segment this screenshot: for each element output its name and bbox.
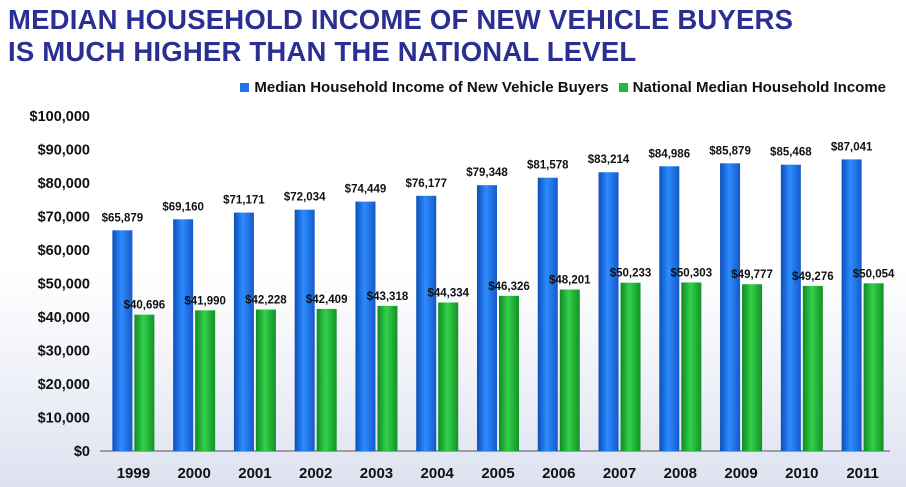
y-tick-label: $10,000 xyxy=(38,411,90,427)
bar-new-vehicle-buyers xyxy=(780,164,801,452)
axes: $0 $10,000 $20,000 $30,000 $40,000 $50,000 $60… xyxy=(30,109,890,482)
data-label-new-vehicle-buyers: $72,034 xyxy=(284,192,326,204)
data-label-national-median: $42,409 xyxy=(306,294,348,306)
bar-new-vehicle-buyers xyxy=(841,159,862,451)
bar-national-median xyxy=(559,289,580,451)
y-tick-label: $60,000 xyxy=(38,243,90,259)
data-label-national-median: $50,054 xyxy=(853,268,895,280)
data-label-new-vehicle-buyers: $71,171 xyxy=(223,195,265,207)
bar-national-median xyxy=(499,295,519,451)
x-tick-label: 2005 xyxy=(481,465,514,482)
x-tick-label: 2011 xyxy=(846,465,879,482)
bar-national-median xyxy=(802,285,823,451)
x-tick-label: 2009 xyxy=(724,465,757,482)
y-tick-label: $80,000 xyxy=(38,176,90,192)
y-tick-label: $90,000 xyxy=(38,143,90,159)
y-tick-label: $0 xyxy=(74,444,90,460)
chart-title: MEDIAN HOUSEHOLD INCOME OF NEW VEHICLE B… xyxy=(8,4,793,68)
x-tick-label: 2002 xyxy=(299,465,332,482)
data-label-national-median: $49,777 xyxy=(731,269,773,281)
bar-new-vehicle-buyers xyxy=(355,201,376,451)
data-label-national-median: $50,233 xyxy=(610,268,652,280)
bar-national-median xyxy=(316,308,337,451)
legend-item-national: National Median Household Income xyxy=(618,79,886,96)
bar-new-vehicle-buyers xyxy=(173,219,194,451)
data-label-new-vehicle-buyers: $84,986 xyxy=(649,148,691,160)
x-tick-label: 2001 xyxy=(238,465,271,482)
data-label-new-vehicle-buyers: $87,041 xyxy=(831,141,873,153)
bar-new-vehicle-buyers xyxy=(720,163,741,451)
bar-new-vehicle-buyers xyxy=(477,185,497,451)
x-tick-label: 2007 xyxy=(603,465,636,482)
bar-national-median xyxy=(742,284,763,451)
title-line-1: MEDIAN HOUSEHOLD INCOME OF NEW VEHICLE B… xyxy=(8,4,794,35)
title-line-2: IS MUCH HIGHER THAN THE NATIONAL LEVEL xyxy=(8,36,637,67)
bar-new-vehicle-buyers xyxy=(659,166,680,451)
data-label-new-vehicle-buyers: $79,348 xyxy=(466,167,508,179)
x-tick-label: 2004 xyxy=(421,465,455,482)
bars xyxy=(112,159,884,452)
bar-national-median xyxy=(438,302,459,451)
data-label-national-median: $46,326 xyxy=(488,281,530,293)
bar-new-vehicle-buyers xyxy=(233,212,254,451)
data-label-new-vehicle-buyers: $69,160 xyxy=(162,201,204,213)
y-tick-label: $100,000 xyxy=(30,109,90,125)
data-label-new-vehicle-buyers: $65,879 xyxy=(102,212,144,224)
data-label-new-vehicle-buyers: $76,177 xyxy=(405,178,447,190)
data-label-new-vehicle-buyers: $85,879 xyxy=(709,145,751,157)
legend-swatch-green xyxy=(618,83,628,92)
bar-new-vehicle-buyers xyxy=(294,209,315,451)
legend-label-national: National Median Household Income xyxy=(632,79,886,96)
data-label-new-vehicle-buyers: $81,578 xyxy=(527,160,569,172)
bar-national-median xyxy=(681,282,702,451)
bar-national-median xyxy=(255,309,276,451)
y-tick-label: $40,000 xyxy=(38,310,90,326)
data-label-new-vehicle-buyers: $85,468 xyxy=(770,147,812,159)
data-label-national-median: $49,276 xyxy=(792,271,834,283)
legend-label-buyers: Median Household Income of New Vehicle B… xyxy=(254,79,609,96)
data-label-national-median: $41,990 xyxy=(184,295,226,307)
bar-new-vehicle-buyers xyxy=(598,172,619,451)
legend: Median Household Income of New Vehicle B… xyxy=(230,79,886,96)
x-tick-label: 2000 xyxy=(177,465,210,482)
data-labels: $65,879 $69,160 $71,171 $72,034 $74,449 $76,1… xyxy=(102,141,895,311)
y-tick-label: $20,000 xyxy=(38,377,90,393)
x-tick-label: 2010 xyxy=(785,465,818,482)
bar-national-median xyxy=(863,283,884,451)
data-label-new-vehicle-buyers: $83,214 xyxy=(588,154,630,166)
legend-item-buyers: Median Household Income of New Vehicle B… xyxy=(240,79,609,96)
data-label-national-median: $50,303 xyxy=(671,267,713,279)
bar-national-median xyxy=(377,305,398,451)
data-label-national-median: $48,201 xyxy=(549,275,591,287)
bar-new-vehicle-buyers xyxy=(112,230,133,451)
y-tick-label: $70,000 xyxy=(38,210,90,226)
data-label-national-median: $40,696 xyxy=(124,300,166,312)
bar-new-vehicle-buyers xyxy=(537,177,558,452)
legend-swatch-blue xyxy=(240,83,250,92)
x-tick-label: 2008 xyxy=(664,465,697,482)
bar-national-median xyxy=(620,282,641,451)
data-label-national-median: $43,318 xyxy=(367,291,409,303)
data-label-new-vehicle-buyers: $74,449 xyxy=(345,184,387,196)
x-tick-label: 2003 xyxy=(360,465,393,482)
data-label-national-median: $44,334 xyxy=(427,287,469,299)
x-tick-label: 1999 xyxy=(117,465,150,482)
data-label-national-median: $42,228 xyxy=(245,295,287,307)
y-tick-label: $30,000 xyxy=(38,344,90,360)
bar-national-median xyxy=(134,314,155,451)
bar-new-vehicle-buyers xyxy=(416,195,437,451)
x-tick-label: 2006 xyxy=(542,465,575,482)
bar-national-median xyxy=(195,310,216,451)
y-tick-label: $50,000 xyxy=(38,277,90,293)
